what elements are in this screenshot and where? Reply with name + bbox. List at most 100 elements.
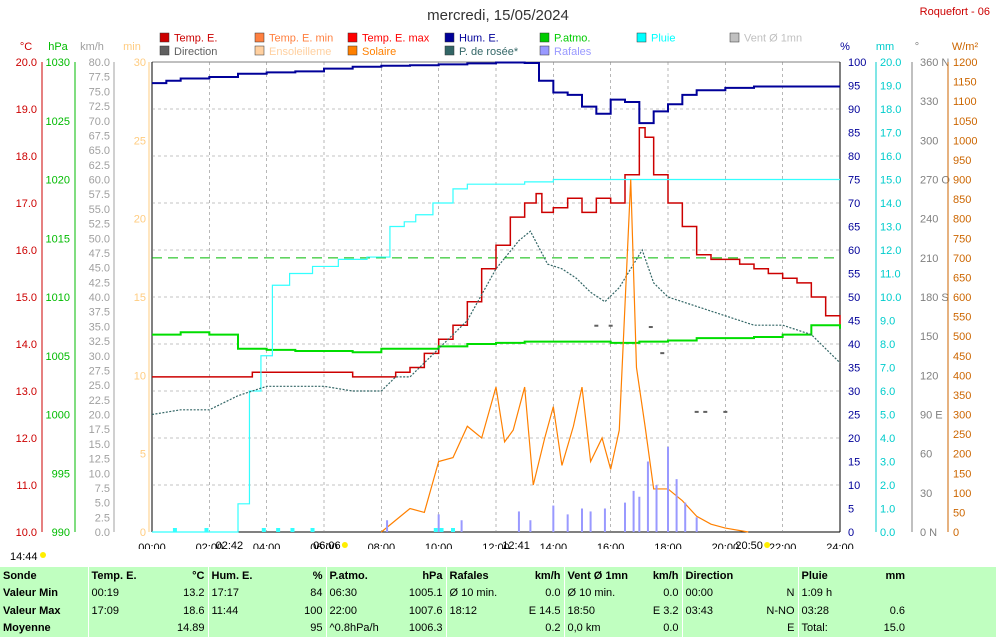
y-tick-label: 330 [920,96,938,108]
y-tick-label: 15.0 [880,175,901,187]
direction-mark [660,352,665,355]
y-tick-label: 4.0 [880,433,895,445]
y-tick-label: 1200 [953,57,977,69]
y-tick-label: 500 [953,331,971,343]
y-tick-label: 35 [848,363,860,375]
stats-cell: 0.0 [545,587,561,600]
axis-unit-label: km/h [80,41,104,53]
y-tick-label: 55 [848,269,860,281]
y-tick-label: 12.0 [16,433,37,445]
axis-unit-label: °C [20,41,32,53]
y-tick-label: 13.0 [16,386,37,398]
legend-label: P.atmo. [554,33,591,45]
stats-cell: ^0.8hPa/h [325,619,392,637]
y-tick-label: 60 [920,449,932,461]
y-tick-label: 17.0 [16,198,37,210]
stats-cell: 18:12 [445,602,510,620]
y-tick-label: 11.0 [880,269,901,281]
y-tick-label: 950 [953,155,971,167]
stats-cell [908,585,996,603]
y-tick-label: 75.0 [89,86,110,98]
axis-unit-label: ° [915,41,919,53]
legend-label: Temp. E. [174,33,217,45]
y-tick-label: 0 N [920,527,937,539]
stats-header-cell: Temp. E. [87,567,150,585]
y-tick-label: 45.0 [89,263,110,275]
stats-cell: 1007.6 [408,604,443,617]
y-tick-label: 50.0 [89,233,110,245]
y-tick-label: 5 [140,449,146,461]
stats-cell: 0.6 [889,604,905,617]
y-tick-label: 1.0 [880,504,895,516]
axis-unit-label: hPa [48,41,68,53]
y-tick-label: 1000 [46,410,70,422]
stats-cell: 1005.1 [408,587,443,600]
stats-cell [908,602,996,620]
info-row: 14:44 [0,549,996,567]
x-tick-label: 04:00 [253,542,281,549]
y-tick-label: 5 [848,504,854,516]
legend-label: Temp. E. max [362,33,430,45]
y-tick-label: 180 S [920,292,949,304]
axis-unit-label: min [123,41,141,53]
stats-cell: 1006.3 [408,622,443,635]
direction-mark [694,410,699,413]
stats-row: Valeur Max 17:09 18.6 11:44 100 22:00 1007.6 18… [0,602,996,620]
y-tick-label: 75 [848,175,860,187]
legend-swatch [539,32,550,43]
y-tick-label: 65.0 [89,145,110,157]
y-tick-label: 210 [920,253,938,265]
y-tick-label: 120 [920,370,938,382]
y-tick-label: 19.0 [16,104,37,116]
y-tick-label: 40.0 [89,292,110,304]
y-tick-label: 1025 [46,116,70,128]
stats-cell: E 14.5 [528,604,561,617]
y-tick-label: 16.0 [16,245,37,257]
y-tick-label: 18.0 [880,104,901,116]
y-tick-label: 0 [140,527,146,539]
y-tick-label: 55.0 [89,204,110,216]
legend-swatch [254,45,265,56]
annotation-label: 02:42 [216,540,244,549]
y-tick-label: 37.5 [89,307,110,319]
y-tick-label: 400 [953,370,971,382]
stats-header-cell: Hum. E. [207,567,270,585]
y-tick-label: 15 [134,292,146,304]
y-tick-label: 7.0 [880,363,895,375]
y-tick-label: 90 [848,104,860,116]
y-tick-label: 9.0 [880,316,895,328]
stats-header-cell [908,567,996,585]
x-tick-label: 02:00 [196,542,224,549]
rain-tick [261,528,266,532]
stats-cell: 06:30 [325,584,392,602]
y-tick-label: 62.5 [89,160,110,172]
y-tick-label: 15.0 [89,439,110,451]
legend-label: P. de rosée* [459,46,519,58]
y-tick-label: 60 [848,245,860,257]
rain-tick [433,528,438,532]
legend-swatch [444,45,455,56]
legend-label: Direction [174,46,217,58]
y-tick-label: 700 [953,253,971,265]
x-tick-label: 20:00 [712,542,740,549]
direction-mark [723,410,728,413]
y-tick-label: 300 [953,410,971,422]
x-tick-label: 00:00 [138,542,166,549]
legend-label: Pluie [651,33,675,45]
stats-cell: 03:28 [797,602,858,620]
stats-cell: 0.2 [545,622,561,635]
series-rain [152,178,840,533]
chart-title: mercredi, 15/05/2024 [427,7,569,24]
stats-header-cell: Pluie [797,567,858,585]
rain-tick [276,528,281,532]
y-tick-label: 12.5 [89,454,110,466]
y-tick-label: 1150 [953,77,977,89]
y-tick-label: 10.0 [880,292,901,304]
stats-header-cell: mm [885,569,905,582]
series-dewpoint [151,230,841,416]
rain-tick [451,528,455,532]
y-tick-label: 27.5 [89,365,110,377]
stats-cell: Valeur Min [3,587,59,600]
y-tick-label: 450 [953,351,971,363]
legend-swatch [159,45,170,56]
